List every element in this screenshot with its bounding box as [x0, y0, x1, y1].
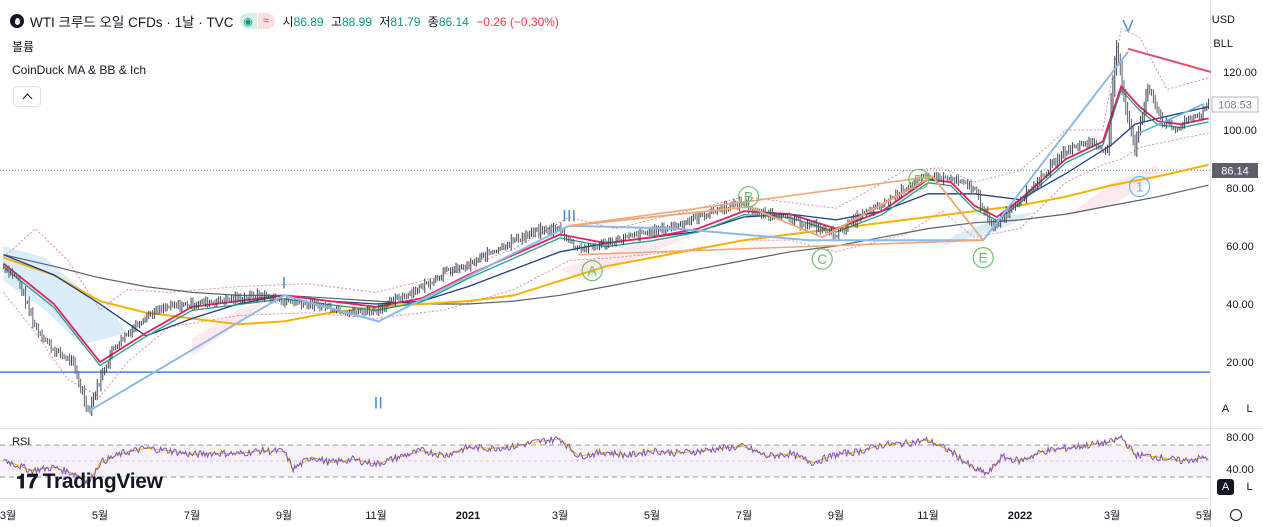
time-tick-label: 3월: [1104, 509, 1120, 522]
wave-label-II: II: [374, 394, 383, 413]
price-tick-label: 120.00: [1223, 67, 1257, 79]
oil-drop-icon: [10, 14, 24, 28]
wave-label-D: D: [914, 171, 924, 187]
rsi-log-scale-button[interactable]: L: [1246, 481, 1253, 493]
time-tick-label: 3월: [0, 509, 16, 522]
time-tick-label: 11월: [365, 509, 387, 522]
wave-marker-circle: [737, 186, 760, 208]
wave-marker-circle: [972, 247, 994, 269]
triangle-wave-line: [569, 175, 984, 241]
time-tick-label: 3월: [552, 509, 568, 522]
rsi-auto-scale-button[interactable]: A: [1217, 479, 1234, 495]
last-price-tag: [1211, 96, 1259, 113]
unit-selector[interactable]: BLL: [1213, 38, 1233, 50]
price-tick-label: 80.00: [1226, 183, 1254, 195]
wave-marker-circle: [908, 168, 930, 190]
wave-marker-circle: [811, 248, 833, 270]
current-price-tag: [1212, 163, 1258, 178]
wave-label-C: C: [817, 251, 827, 267]
wave-label-E: E: [979, 250, 988, 266]
last-price-tag-label: 108.53: [1218, 100, 1252, 112]
wave-label-A: A: [588, 263, 598, 279]
ohlc-values: 시86.89 고88.99 저81.79 종86.14 −0.26 (−0.30…: [282, 14, 559, 29]
price-tick-label: 20.00: [1226, 357, 1254, 369]
chevron-up-icon: [22, 93, 32, 104]
symbol-title[interactable]: WTI 크루드 오일 CFDs · 1날 · TVC: [30, 15, 234, 30]
time-tick-label: 2022: [1008, 510, 1032, 522]
rsi-label[interactable]: RSI: [12, 436, 31, 448]
indicator-legend[interactable]: CoinDuck MA & BB & Ich: [12, 63, 147, 77]
time-tick-label: 5월: [1196, 509, 1212, 522]
buy-sell-toggle-icon[interactable]: ◉: [239, 13, 257, 29]
time-tick-label: 11월: [917, 509, 939, 522]
price-tick-label: 100.00: [1223, 125, 1257, 137]
tradingview-logo[interactable]: 𝟏𝟕 TradingView: [16, 470, 163, 494]
ema-short-line: [2, 84, 1209, 364]
price-change: −0.26 (−0.30%): [476, 14, 559, 29]
resistance-trendline: [1127, 47, 1212, 73]
wave-label-V: V: [1122, 17, 1134, 36]
tradingview-icon: 𝟏𝟕: [16, 470, 38, 493]
triangle-upper-bound: [569, 175, 933, 227]
time-tick-label: 9월: [276, 509, 292, 522]
log-scale-button[interactable]: L: [1246, 403, 1253, 415]
compare-icon[interactable]: ≈: [257, 13, 275, 29]
time-tick-label: 5월: [92, 509, 108, 522]
volume-legend[interactable]: 볼륨: [12, 40, 35, 54]
ema-fast-line: [2, 88, 1209, 367]
rsi-line: [3, 434, 1209, 487]
rsi-tick-label: 80.00: [1226, 432, 1254, 444]
channel-line: [1139, 103, 1205, 134]
current-price-tag-label: 86.14: [1221, 166, 1249, 178]
wave-label-B: B: [744, 189, 753, 205]
triangle-lower-bound: [578, 239, 984, 256]
gear-icon[interactable]: [1230, 509, 1242, 521]
collapse-legend-button[interactable]: [13, 86, 41, 107]
currency-selector[interactable]: USD: [1211, 14, 1235, 26]
cloud-area-0: [3, 246, 128, 345]
wave-label-III: III: [562, 207, 576, 226]
wave-label-1: 1: [1136, 179, 1144, 195]
time-tick-label: 2021: [456, 510, 480, 522]
auto-scale-button[interactable]: A: [1221, 403, 1230, 415]
time-tick-label: 9월: [828, 509, 844, 522]
cloud-area-4: [1066, 164, 1158, 217]
impulse-wave-line: [87, 51, 1129, 413]
brand-name: TradingView: [42, 470, 163, 493]
wave-marker-circle: [1128, 175, 1151, 198]
price-tick-label: 40.00: [1226, 299, 1254, 311]
time-tick-label: 7월: [736, 509, 752, 522]
ema-long-line: [3, 163, 1209, 326]
time-tick-label: 5월: [644, 509, 660, 522]
price-tick-label: 60.00: [1226, 241, 1254, 253]
wave-marker-circle: [581, 260, 603, 282]
time-tick-label: 7월: [184, 509, 200, 522]
rsi-tick-label: 40.00: [1226, 464, 1254, 476]
wave-label-I: I: [282, 273, 287, 292]
symbol-header: WTI 크루드 오일 CFDs · 1날 · TVC ◉ ≈ 시86.89 고8…: [10, 11, 563, 31]
